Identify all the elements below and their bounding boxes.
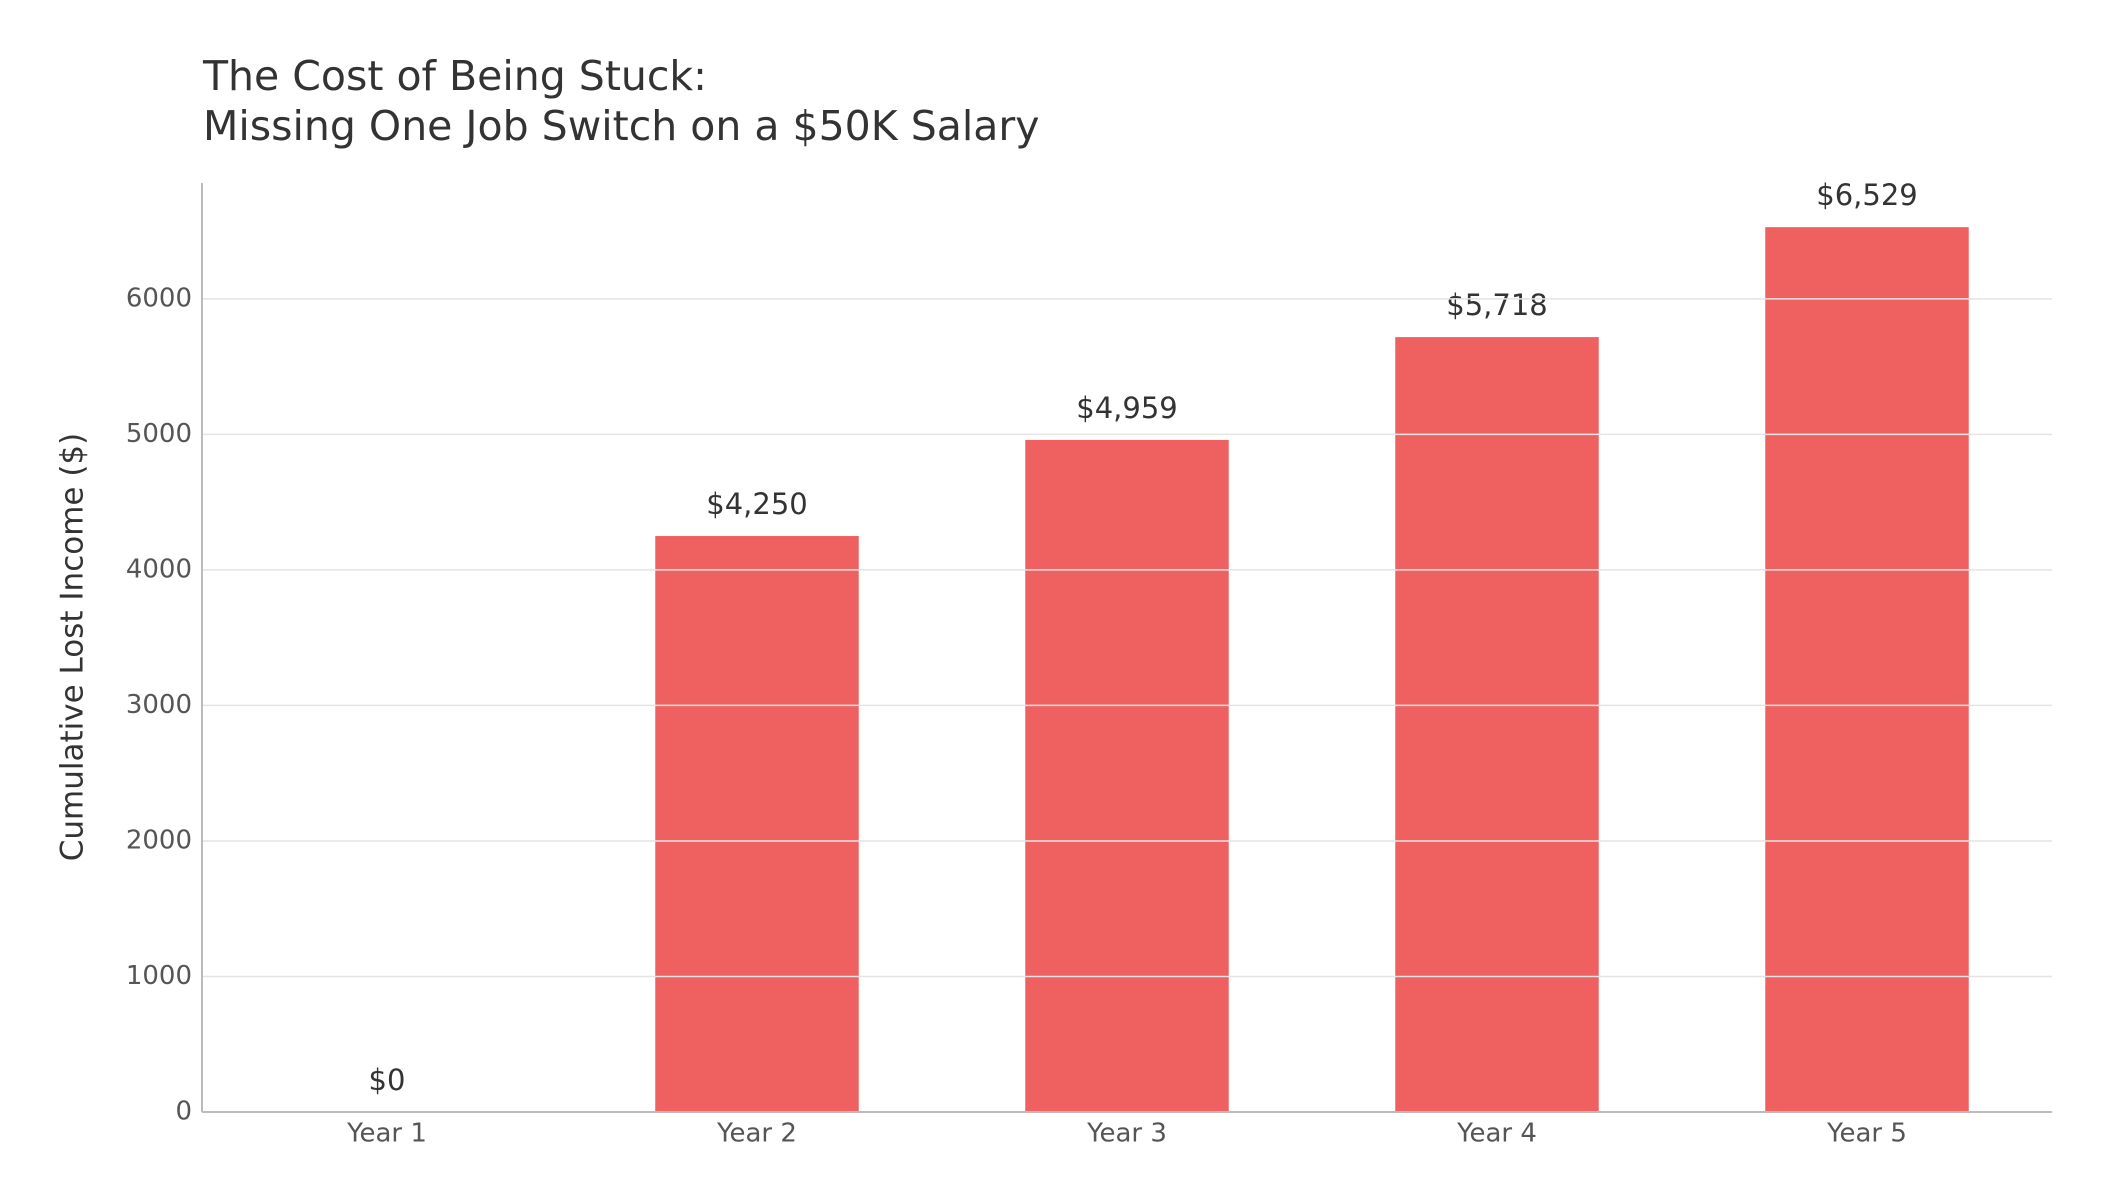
value-label: $5,718: [1446, 288, 1547, 322]
x-tick-label: Year 1: [346, 1119, 427, 1149]
chart-title: The Cost of Being Stuck:: [202, 52, 707, 100]
value-label: $0: [369, 1063, 406, 1097]
y-tick-label: 2000: [126, 825, 192, 855]
value-label: $4,959: [1076, 391, 1177, 425]
chart-title: Missing One Job Switch on a $50K Salary: [203, 102, 1039, 150]
x-tick-label: Year 3: [1086, 1119, 1167, 1149]
x-tick-label: Year 2: [716, 1119, 797, 1149]
y-tick-label: 0: [175, 1097, 192, 1127]
y-tick-label: 5000: [126, 419, 192, 449]
y-axis-label: Cumulative Lost Income ($): [55, 433, 91, 861]
bar: [1025, 439, 1229, 1112]
y-tick-label: 4000: [126, 554, 192, 584]
y-tick-label: 6000: [126, 283, 192, 313]
value-label: $6,529: [1816, 178, 1917, 212]
bar: [1395, 337, 1599, 1112]
y-tick-label: 1000: [126, 961, 192, 991]
value-label: $4,250: [706, 487, 807, 521]
x-tick-label: Year 5: [1826, 1119, 1907, 1149]
bar: [1765, 227, 1969, 1113]
bar: [655, 536, 859, 1112]
y-tick-label: 3000: [126, 690, 192, 720]
x-tick-label: Year 4: [1456, 1119, 1537, 1149]
